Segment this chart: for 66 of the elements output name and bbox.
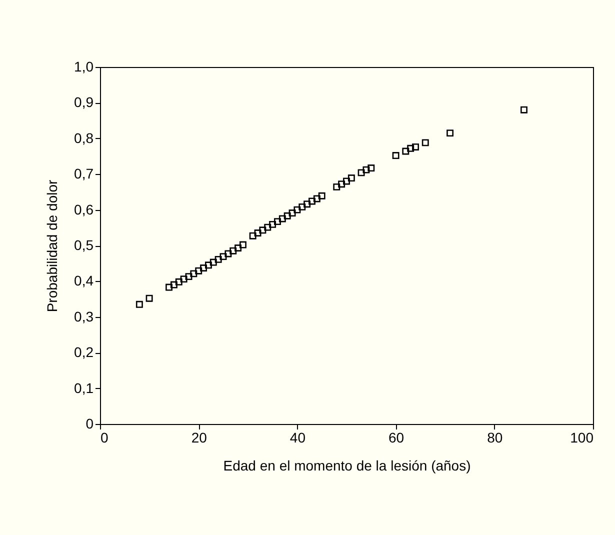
y-axis-title: Probabilidad de dolor (44, 180, 60, 312)
point (214, 256, 222, 263)
x-axis-title: Edad en el momento de la lesión (años) (223, 458, 471, 474)
point (234, 244, 242, 252)
point (239, 241, 246, 248)
x-tick-label: 80 (487, 430, 503, 446)
point (362, 166, 370, 174)
x-tick-label: 100 (570, 430, 594, 446)
point (200, 264, 208, 272)
point (249, 232, 256, 240)
point (308, 198, 316, 205)
point (175, 278, 182, 286)
point (313, 195, 320, 202)
point (170, 281, 178, 288)
y-tick-label: 0,2 (74, 344, 94, 360)
point (294, 206, 301, 214)
point (185, 273, 192, 280)
point (254, 230, 262, 236)
point (304, 200, 311, 208)
point (333, 183, 340, 190)
point (318, 192, 326, 200)
point (210, 258, 217, 266)
point (195, 267, 202, 274)
point (166, 284, 172, 291)
point (446, 130, 454, 137)
point (338, 180, 346, 188)
point (288, 210, 296, 216)
point (298, 203, 306, 210)
point (274, 218, 281, 226)
point (358, 169, 365, 176)
point (278, 215, 286, 222)
x-tick-label: 0 (100, 430, 108, 446)
y-tick-label: 0,7 (74, 166, 94, 182)
point (392, 152, 400, 160)
x-tick-label: 20 (191, 430, 208, 446)
x-tick-label: 40 (290, 430, 306, 446)
point (402, 148, 410, 155)
point (407, 144, 414, 152)
y-tick-label: 1,0 (74, 58, 94, 74)
y-tick-label: 0,8 (74, 130, 94, 146)
point (264, 224, 272, 231)
point (422, 139, 429, 146)
point (259, 226, 266, 234)
point (136, 300, 143, 308)
point (220, 253, 227, 260)
y-tick-label: 0 (86, 416, 94, 432)
y-tick-label: 0,3 (74, 308, 94, 324)
point (284, 212, 291, 220)
point (180, 276, 188, 283)
point (269, 220, 276, 228)
point (190, 270, 198, 278)
point (230, 247, 237, 254)
point (412, 143, 419, 150)
y-tick-label: 0,4 (74, 272, 94, 289)
x-tick-label: 60 (388, 430, 404, 446)
point (348, 174, 355, 182)
point (343, 178, 350, 185)
y-tick-label: 0,1 (74, 380, 94, 396)
point (146, 294, 153, 302)
point (368, 164, 375, 172)
point (520, 106, 528, 114)
y-tick-label: 0,6 (74, 201, 94, 218)
point (224, 250, 232, 258)
y-tick-label: 0,9 (74, 94, 94, 110)
y-tick-label: 0,5 (74, 237, 94, 253)
point (204, 262, 212, 269)
